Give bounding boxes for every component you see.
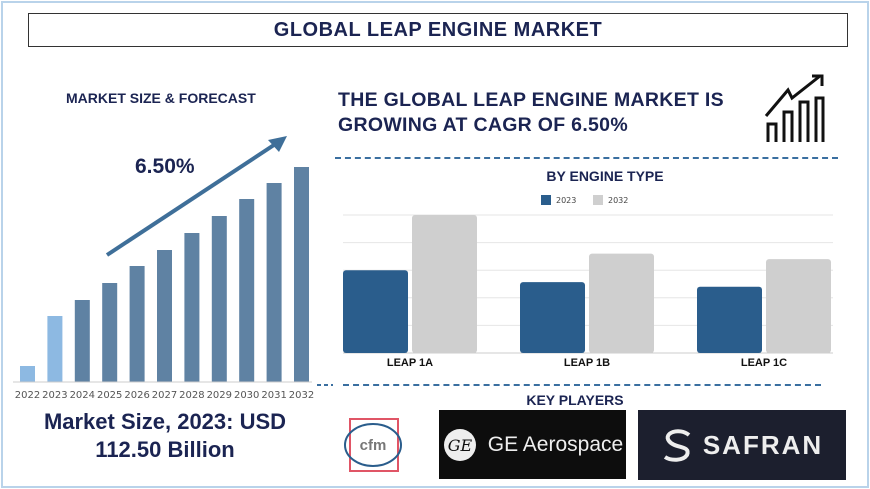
bar-leap-1a-2032 bbox=[412, 215, 477, 353]
year-label: 2030 bbox=[233, 390, 260, 401]
market-forecast-chart bbox=[13, 136, 333, 386]
bar-2028 bbox=[184, 233, 200, 382]
legend-swatch bbox=[541, 195, 551, 205]
category-label: LEAP 1B bbox=[563, 357, 611, 369]
bar-2026 bbox=[129, 266, 145, 382]
year-label: 2026 bbox=[124, 390, 150, 401]
key-players-heading: KEY PLAYERS bbox=[526, 392, 624, 408]
bar-2025 bbox=[102, 283, 118, 382]
market-size-text: Market Size, 2023: USD 112.50 Billion bbox=[43, 409, 287, 462]
year-label: 2031 bbox=[261, 390, 287, 401]
bar-leap-1c-2023 bbox=[697, 286, 762, 353]
year-label: 2029 bbox=[206, 390, 233, 401]
bar-leap-1b-2032 bbox=[589, 253, 654, 353]
svg-text:cfm: cfm bbox=[360, 437, 387, 454]
bar-2027 bbox=[157, 250, 172, 382]
year-label: 2028 bbox=[179, 390, 205, 401]
year-label: 2023 bbox=[42, 390, 68, 401]
category-label: LEAP 1A bbox=[386, 357, 434, 369]
engine-type-chart bbox=[343, 214, 833, 354]
bar-2023 bbox=[47, 316, 63, 382]
cagr-headline: THE GLOBAL LEAP ENGINE MARKET IS GROWING… bbox=[338, 89, 724, 136]
year-label: 2025 bbox=[96, 390, 123, 401]
page-title: GLOBAL LEAP ENGINE MARKET bbox=[28, 13, 848, 47]
year-label: 2022 bbox=[14, 390, 41, 401]
category-label: LEAP 1C bbox=[740, 357, 788, 369]
bar-2030 bbox=[239, 199, 255, 382]
cfm-logo: cfm bbox=[342, 415, 406, 473]
legend-2032: 2032 bbox=[593, 195, 628, 205]
growth-arrow bbox=[105, 139, 282, 257]
bar-2022 bbox=[20, 366, 35, 382]
bar-2029 bbox=[211, 216, 227, 382]
bar-2031 bbox=[266, 183, 282, 382]
divider bbox=[335, 157, 838, 159]
svg-text:GE: GE bbox=[448, 436, 473, 455]
growth-chart-icon bbox=[764, 74, 825, 142]
safran-logo: SAFRAN bbox=[638, 410, 846, 480]
bar-leap-1b-2023 bbox=[520, 282, 585, 353]
arrow-head bbox=[268, 136, 287, 152]
market-size-heading: MARKET SIZE & FORECAST bbox=[66, 90, 256, 106]
legend-2023: 2023 bbox=[541, 195, 576, 205]
legend-label: 2023 bbox=[556, 195, 577, 205]
bar-2024 bbox=[74, 300, 90, 382]
year-label: 2024 bbox=[69, 390, 96, 401]
year-label: 2027 bbox=[151, 390, 178, 401]
legend-swatch bbox=[593, 195, 603, 205]
bar-leap-1c-2032 bbox=[766, 259, 831, 353]
year-label: 2032 bbox=[288, 390, 315, 401]
ge-aerospace-logo: GE GE Aerospace bbox=[439, 410, 626, 479]
divider bbox=[343, 384, 821, 386]
engine-chart-title: BY ENGINE TYPE bbox=[546, 168, 664, 184]
cagr-annotation: 6.50% bbox=[135, 155, 195, 178]
bar-2032 bbox=[294, 167, 309, 382]
bar-leap-1a-2023 bbox=[343, 270, 408, 353]
legend-label: 2032 bbox=[608, 195, 629, 205]
